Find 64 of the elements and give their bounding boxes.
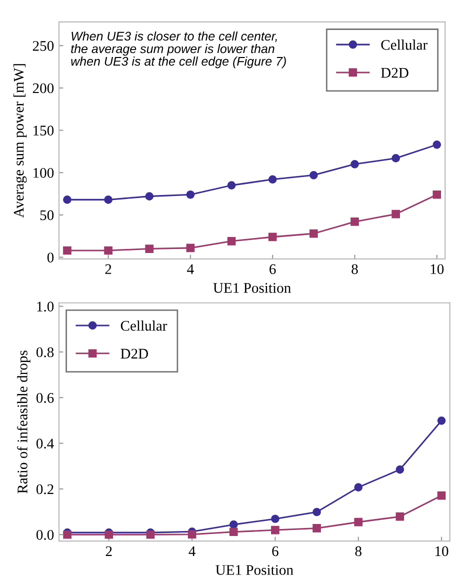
point <box>268 175 277 184</box>
y-tick-label: 0.6 <box>36 392 54 403</box>
point <box>229 520 238 529</box>
point <box>186 190 195 199</box>
point <box>432 140 442 149</box>
y-tick-label: 250 <box>32 41 54 51</box>
point <box>63 196 72 204</box>
point <box>309 229 318 238</box>
x-tick-label: 8 <box>355 546 362 556</box>
legend-label: Cellular <box>120 320 168 331</box>
point <box>350 160 359 168</box>
point <box>63 246 72 255</box>
point <box>271 514 280 524</box>
point <box>268 232 277 242</box>
y-tick-label: 50 <box>40 210 54 220</box>
point <box>396 465 404 474</box>
point <box>188 530 196 539</box>
point <box>229 528 238 536</box>
y-tick-label: 100 <box>34 168 54 178</box>
point <box>437 491 446 500</box>
point <box>145 244 154 253</box>
x-tick-label: 4 <box>188 546 196 556</box>
point <box>271 526 280 534</box>
x-tick-label: 10 <box>435 546 448 556</box>
point <box>392 210 400 218</box>
point <box>227 181 236 190</box>
y-axis-title: Ratio of infeasible drops <box>16 350 30 494</box>
legend-label: Cellular <box>381 40 428 50</box>
point <box>312 524 321 532</box>
x-axis-title: UE1 Position <box>216 565 294 575</box>
point <box>396 512 404 521</box>
x-tick-label: 6 <box>272 546 278 556</box>
point <box>104 196 112 204</box>
y-tick-label: 200 <box>32 83 54 94</box>
point <box>309 170 318 180</box>
point <box>104 246 112 255</box>
point <box>354 518 363 526</box>
point <box>432 190 442 199</box>
legend-label: D2D <box>120 348 148 359</box>
x-tick-label: 4 <box>187 264 194 274</box>
point <box>227 237 236 246</box>
y-tick-label: 0.2 <box>36 484 54 494</box>
point <box>312 508 321 516</box>
y-tick-label: 0.4 <box>36 438 54 449</box>
legend-label: D2D <box>381 68 408 78</box>
y-tick-label: 0.8 <box>36 347 54 358</box>
point <box>145 192 154 200</box>
y-tick-label: 1.0 <box>37 302 54 312</box>
point <box>392 154 400 162</box>
point <box>186 244 195 252</box>
point <box>354 483 363 492</box>
y-tick-label: 150 <box>34 126 54 136</box>
x-tick-label: 6 <box>270 264 276 274</box>
point <box>350 218 359 226</box>
x-tick-label: 2 <box>105 264 112 274</box>
y-axis-title: Average sum power [mW] <box>13 64 27 218</box>
annotation: When UE3 is closer to the cell center, the average sum power is lower than when UE3 is at the cell edge (Figure 7) <box>71 31 286 68</box>
x-tick-label: 2 <box>106 546 112 556</box>
x-tick-label: 8 <box>352 264 358 274</box>
x-tick-label: 10 <box>430 264 444 274</box>
point <box>437 416 446 425</box>
y-tick-label: 0.0 <box>36 530 54 540</box>
y-tick-label: 0 <box>47 252 54 262</box>
x-axis-title: UE1 Position <box>213 283 291 293</box>
